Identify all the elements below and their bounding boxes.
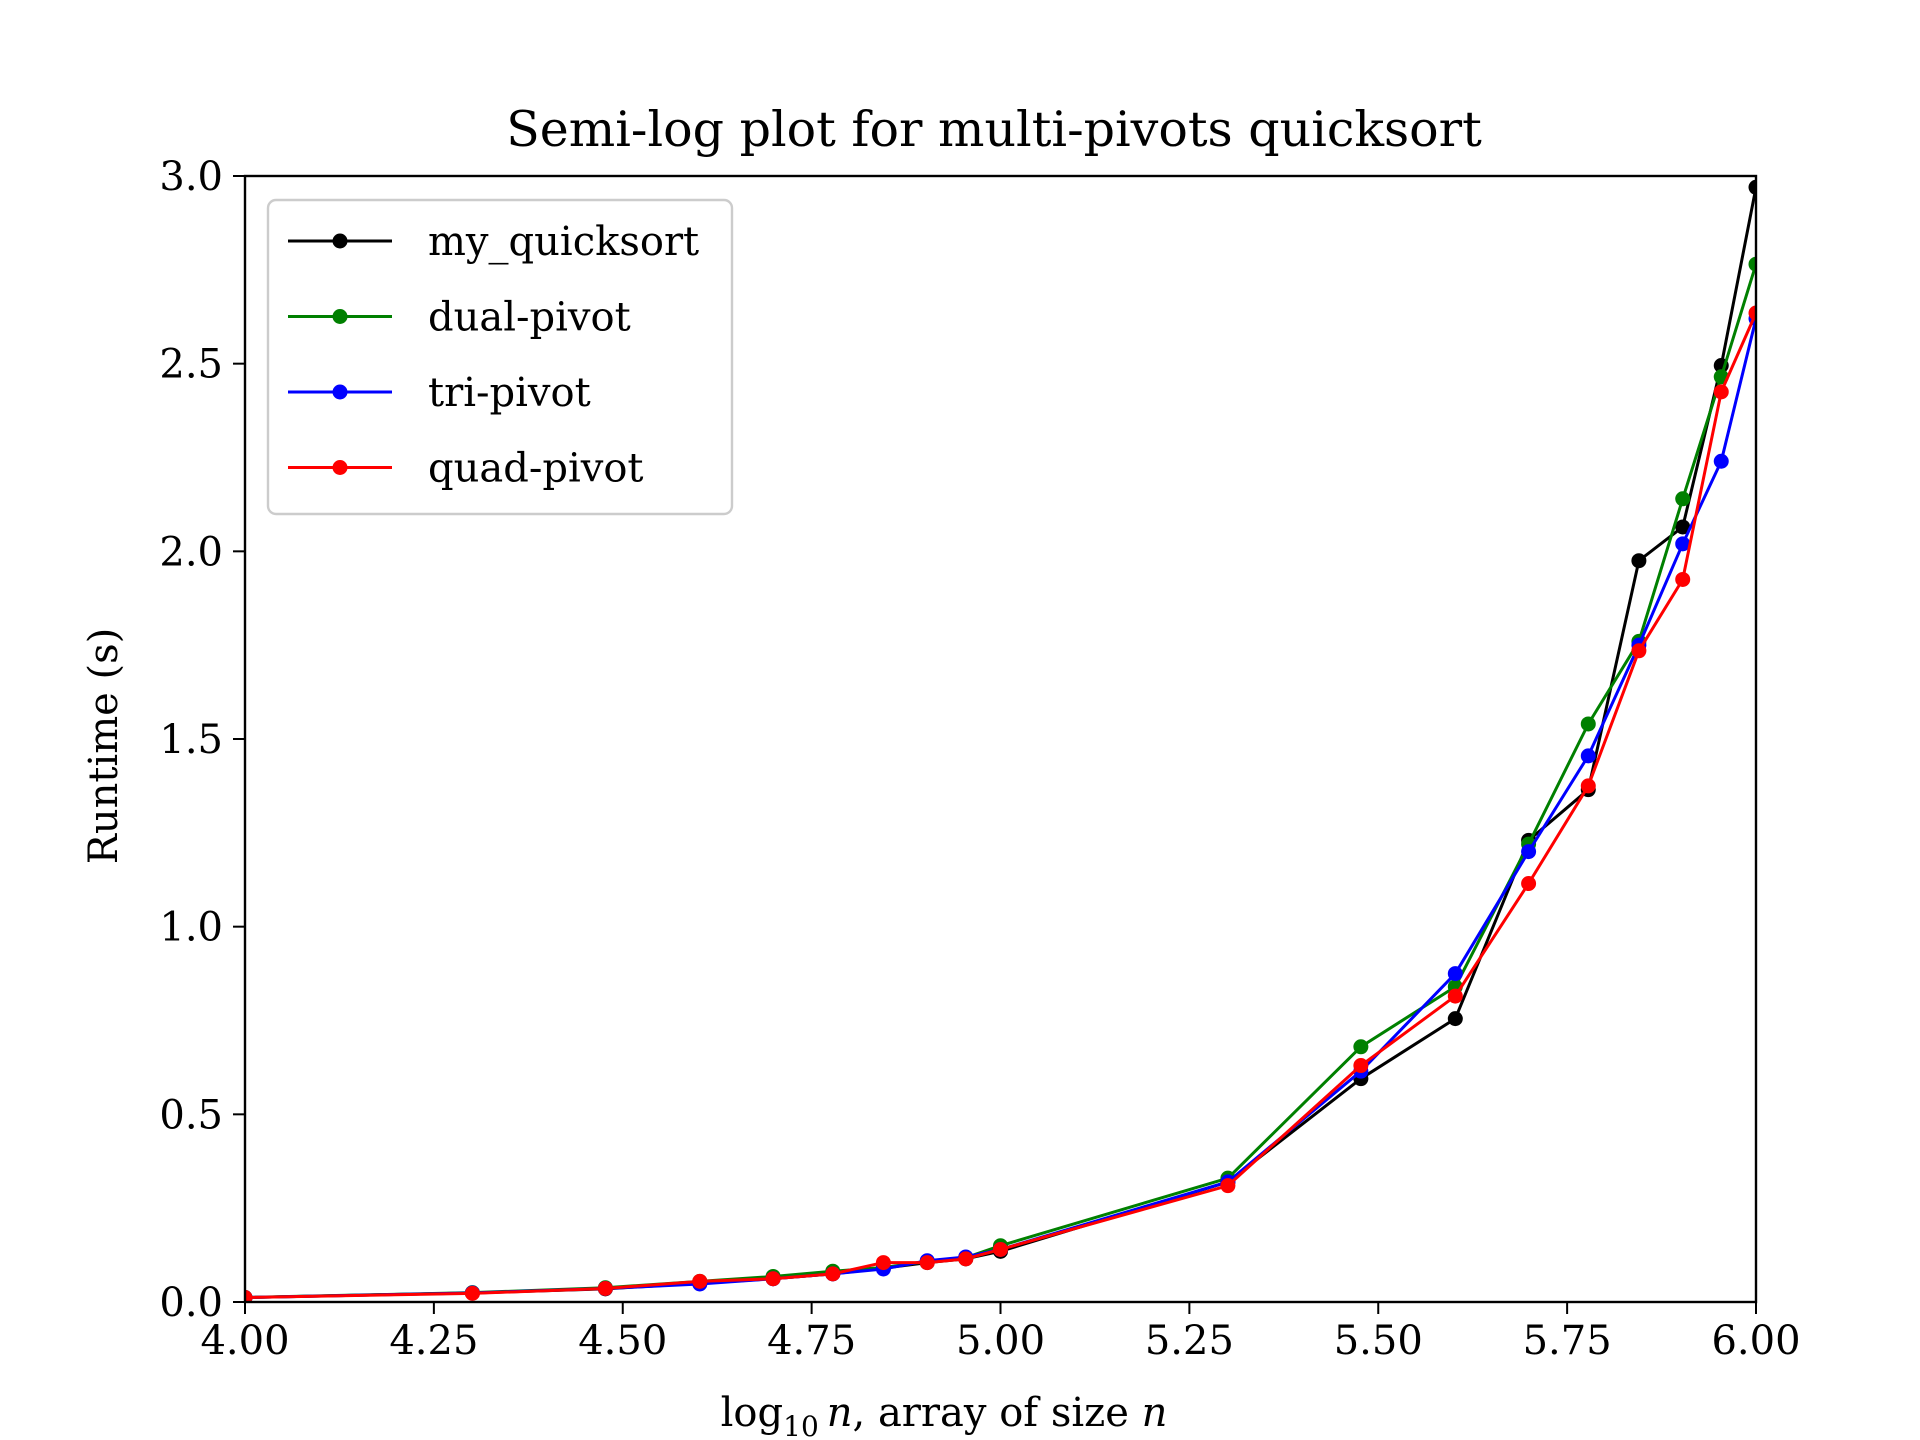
y-tick-label-6: 3.0 — [159, 154, 223, 200]
x-tick-label-2: 4.50 — [578, 1318, 667, 1364]
data-point-my_quicksort-16 — [1675, 519, 1691, 535]
legend-marker-my_quicksort — [332, 233, 348, 249]
legend-marker-tri-pivot — [332, 384, 348, 400]
legend-label-tri-pivot: tri-pivot — [428, 370, 591, 416]
data-point-quad-pivot-13 — [1521, 876, 1537, 891]
data-point-tri-pivot-16 — [1675, 536, 1691, 552]
x-axis-label-variable: n — [827, 1390, 853, 1436]
legend-label-quad-pivot: quad-pivot — [428, 446, 644, 492]
legend-label-dual-pivot: dual-pivot — [428, 295, 631, 341]
x-tick-label-7: 5.75 — [1523, 1318, 1612, 1364]
data-point-dual-pivot-16 — [1675, 491, 1691, 507]
chart-title: Semi-log plot for multi-pivots quicksort — [506, 101, 1482, 158]
x-axis-label-suffix: , array of size — [853, 1390, 1142, 1436]
data-point-dual-pivot-14 — [1580, 716, 1596, 732]
plot-area: 4.00 4.25 4.50 4.75 5.00 5.25 5.50 5.75 6.00 0.0 0… — [159, 154, 1800, 1364]
data-point-my_quicksort-18 — [1748, 179, 1756, 195]
data-point-quad-pivot-15 — [1631, 643, 1647, 659]
data-point-quad-pivot-11 — [1353, 1058, 1369, 1074]
y-tick-label-0: 0.0 — [159, 1280, 223, 1326]
data-point-my_quicksort-12 — [1447, 1011, 1463, 1027]
x-tick-label-0: 4.00 — [200, 1318, 289, 1364]
x-axis-label-log: log — [721, 1390, 783, 1436]
y-tick-label-2: 1.0 — [159, 905, 223, 951]
x-axis-label-variable-end: n — [1142, 1390, 1168, 1436]
y-tick-label-4: 2.0 — [159, 529, 223, 575]
x-tick-label-1: 4.25 — [389, 1318, 478, 1364]
data-point-quad-pivot-5 — [825, 1266, 841, 1282]
data-point-tri-pivot-14 — [1580, 748, 1596, 764]
x-axis-label: log10 n, array of size n — [721, 1390, 1168, 1440]
data-point-my_quicksort-15 — [1631, 553, 1647, 569]
data-point-quad-pivot-17 — [1713, 384, 1729, 400]
legend-label-my_quicksort: my_quicksort — [428, 219, 699, 265]
data-point-quad-pivot-7 — [919, 1255, 935, 1271]
data-point-tri-pivot-12 — [1447, 966, 1463, 982]
legend-marker-quad-pivot — [332, 460, 348, 475]
data-point-quad-pivot-8 — [958, 1251, 974, 1267]
x-axis-label-subscript: 10 — [783, 1410, 819, 1440]
data-point-quad-pivot-16 — [1675, 571, 1691, 587]
data-point-quad-pivot-1 — [464, 1285, 480, 1301]
data-point-dual-pivot-18 — [1748, 256, 1756, 272]
series-group — [245, 179, 1756, 1302]
x-tick-label-6: 5.50 — [1334, 1318, 1423, 1364]
legend: my_quicksort dual-pivot tri-pivot quad-pivo… — [266, 198, 734, 516]
x-tick-label-8: 6.00 — [1711, 1318, 1800, 1364]
data-point-quad-pivot-18 — [1748, 305, 1756, 321]
data-point-quad-pivot-12 — [1447, 988, 1463, 1004]
x-tick-label-3: 4.75 — [767, 1318, 856, 1364]
data-point-quad-pivot-6 — [875, 1255, 891, 1271]
legend-marker-dual-pivot — [332, 309, 348, 324]
y-tick-label-3: 1.5 — [159, 717, 223, 763]
y-tick-label-1: 0.5 — [159, 1092, 223, 1138]
data-point-quad-pivot-14 — [1580, 778, 1596, 794]
data-point-dual-pivot-11 — [1353, 1039, 1369, 1055]
x-tick-label-5: 5.25 — [1145, 1318, 1234, 1364]
data-point-quad-pivot-10 — [1220, 1178, 1236, 1194]
data-point-quad-pivot-9 — [993, 1241, 1008, 1257]
data-point-tri-pivot-13 — [1521, 844, 1537, 860]
data-point-quad-pivot-0 — [245, 1290, 253, 1302]
data-point-quad-pivot-2 — [597, 1280, 613, 1296]
data-point-quad-pivot-3 — [692, 1273, 708, 1289]
data-point-quad-pivot-4 — [765, 1271, 781, 1287]
y-axis-label: Runtime (s) — [81, 628, 127, 865]
legend-box — [266, 198, 734, 516]
data-point-tri-pivot-17 — [1713, 453, 1729, 469]
x-tick-label-4: 5.00 — [956, 1318, 1045, 1364]
y-tick-label-5: 2.5 — [159, 342, 223, 388]
